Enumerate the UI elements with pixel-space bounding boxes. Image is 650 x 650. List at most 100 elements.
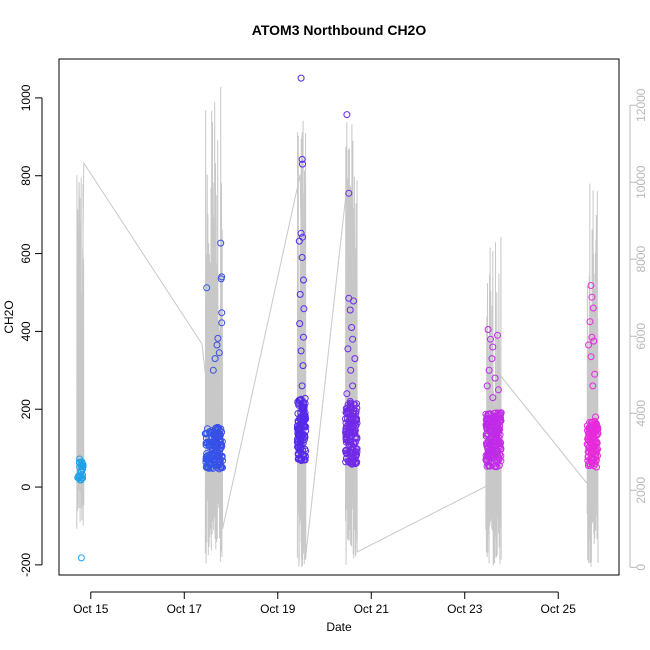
y-axis-label: CH2O [2, 300, 16, 333]
data-point [298, 155, 306, 163]
data-point [487, 433, 495, 441]
data-point [297, 409, 305, 417]
trace-burst-6 [586, 183, 599, 567]
data-point [590, 462, 598, 470]
data-point [217, 239, 225, 247]
data-point [299, 233, 306, 241]
data-point [298, 433, 305, 440]
data-point [209, 366, 217, 374]
x-tick-label: Oct 19 [260, 602, 296, 616]
data-point [586, 318, 594, 326]
data-point [493, 414, 500, 422]
data-point [206, 459, 214, 467]
data-point [585, 341, 593, 349]
data-point [213, 341, 221, 349]
data-point [300, 422, 308, 430]
data-point [343, 446, 351, 454]
data-point [219, 464, 226, 472]
data-point [300, 333, 307, 341]
data-point [293, 425, 301, 433]
data-point [494, 331, 501, 339]
data-point [77, 554, 85, 562]
data-point [588, 421, 596, 429]
data-point [217, 425, 225, 433]
data-point [343, 433, 351, 441]
trace-burst-5 [485, 236, 502, 566]
data-point [78, 474, 86, 482]
data-point [347, 441, 355, 449]
y-tick-label: -200 [19, 553, 33, 577]
y2-tick-label: 12000 [634, 88, 648, 122]
data-point [294, 455, 302, 463]
data-point [486, 423, 494, 431]
y-tick-label: 1000 [19, 84, 33, 111]
data-point [297, 74, 305, 82]
data-point [353, 400, 361, 408]
data-point [492, 409, 500, 417]
data-point [350, 456, 358, 464]
data-point [484, 326, 492, 333]
data-point [486, 462, 494, 470]
data-point [218, 438, 226, 446]
data-point [587, 353, 595, 361]
data-point [584, 462, 592, 469]
data-point [588, 293, 596, 301]
data-point [349, 335, 357, 343]
ch2o-point-layer [74, 74, 602, 562]
data-point [210, 442, 218, 450]
data-point [353, 419, 361, 427]
data-point [350, 297, 357, 305]
data-point [487, 335, 494, 343]
data-point [202, 434, 210, 442]
x-tick-label: Oct 15 [73, 602, 109, 616]
data-point [589, 382, 597, 390]
data-point [584, 448, 592, 456]
data-point [299, 362, 307, 370]
data-point [489, 433, 497, 441]
y2-tick-label: 6000 [634, 323, 648, 350]
data-point [489, 454, 497, 462]
data-point [594, 445, 602, 453]
data-point [214, 425, 222, 433]
trace-line [77, 161, 599, 556]
data-point [299, 410, 307, 418]
x-tick-label: Oct 25 [541, 602, 577, 616]
data-point [347, 418, 354, 426]
data-point [302, 447, 310, 455]
data-point [351, 355, 359, 363]
data-point [301, 394, 309, 402]
data-point [493, 455, 501, 463]
data-point [301, 433, 309, 441]
data-point [207, 464, 215, 472]
data-point [494, 386, 502, 394]
data-point [300, 401, 308, 409]
data-point [347, 416, 355, 424]
trace-burst-4 [345, 122, 358, 565]
x-axis-label: Date [326, 620, 352, 634]
data-point [347, 366, 355, 374]
data-point [343, 111, 351, 119]
data-point [212, 433, 220, 441]
data-point [587, 434, 595, 442]
y2-tick-label: 4000 [634, 400, 648, 427]
plot-frame [58, 58, 620, 576]
data-point [590, 337, 598, 345]
data-point [211, 355, 219, 363]
data-point [346, 447, 354, 455]
data-point [485, 366, 493, 374]
data-point [209, 464, 217, 472]
data-point [213, 456, 221, 464]
trace-burst-1 [76, 175, 85, 529]
data-point [343, 404, 351, 412]
data-point [493, 463, 501, 471]
data-point [493, 420, 501, 428]
data-point [297, 229, 305, 237]
data-point [218, 309, 226, 317]
data-point [78, 465, 86, 473]
y-axis: -200 0 200 400 600 800 1000 [19, 84, 43, 577]
data-point [585, 443, 593, 451]
y2-tick-label: 8000 [634, 246, 648, 273]
data-point [203, 284, 211, 292]
data-point [495, 429, 503, 437]
